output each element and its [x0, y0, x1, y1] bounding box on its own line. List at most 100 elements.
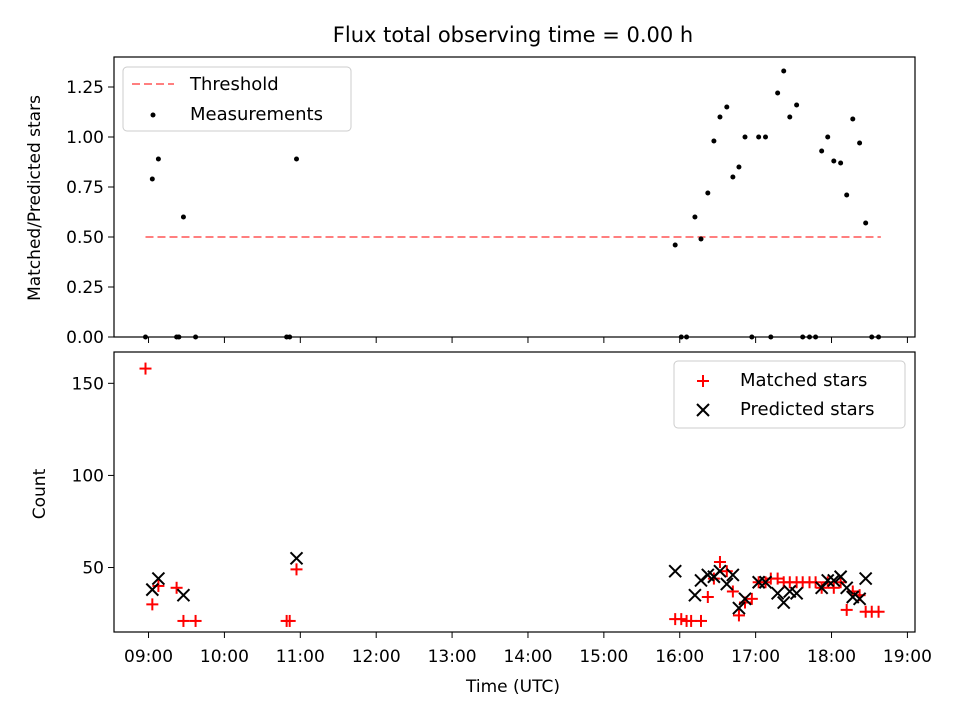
measurement-point: [863, 220, 869, 226]
matched-star-marker: [745, 592, 758, 605]
measurement-point: [844, 192, 850, 198]
bottom-ytick-label: 100: [72, 466, 104, 486]
top-ytick-label: 1.25: [66, 78, 104, 98]
measurement-point: [763, 134, 769, 140]
predicted-star-marker: [726, 568, 740, 582]
bottom-ytick-label: 50: [82, 559, 104, 579]
predicted-star-marker: [827, 573, 841, 588]
measurements-legend-marker: [150, 112, 156, 118]
top-legend: Threshold Measurements: [122, 66, 352, 132]
matched-star-marker: [170, 581, 183, 594]
matched-star-marker: [189, 614, 202, 627]
measurement-point: [819, 148, 825, 154]
top-legend-box: [122, 66, 352, 132]
measurement-point: [724, 104, 730, 110]
matched-star-marker: [701, 591, 714, 603]
top-ytick-label: 0.75: [66, 178, 104, 198]
matched-star-marker: [283, 614, 296, 627]
top-title: Flux total observing time = 0.00 h: [333, 23, 693, 47]
matched-star-marker: [846, 585, 859, 598]
measurement-point: [155, 156, 161, 162]
matched-star-marker: [177, 614, 190, 627]
bottom-xtick-label: 15:00: [579, 647, 628, 667]
bottom-xtick-label: 14:00: [503, 647, 552, 667]
matched-star-marker: [675, 613, 688, 626]
predicted-star-marker: [713, 564, 727, 578]
top-ytick-label: 0.50: [66, 228, 104, 248]
predicted-star-marker: [738, 592, 752, 606]
matched-star-marker: [152, 579, 165, 592]
predicted-legend-marker: [696, 403, 710, 417]
bottom-ytick-label: 150: [72, 374, 104, 394]
measurement-point: [775, 90, 781, 96]
bottom-xtick-label: 16:00: [655, 647, 704, 667]
legend-predicted-label: Predicted stars: [740, 399, 874, 420]
bottom-xtick-label: 10:00: [200, 647, 249, 667]
bottom-ylabel: Count: [30, 468, 50, 519]
predicted-star-marker: [720, 577, 734, 591]
matched-star-marker: [732, 609, 745, 622]
bottom-legend: Matched stars Predicted stars: [673, 360, 906, 429]
predicted-star-marker: [688, 588, 702, 602]
legend-measurements-label: Measurements: [190, 104, 323, 125]
measurement-point: [698, 236, 704, 242]
measurement-point: [825, 134, 831, 140]
predicted-star-marker: [732, 601, 746, 615]
measurement-point: [781, 68, 787, 74]
predicted-star-marker: [176, 588, 191, 602]
top-ytick-label: 1.00: [66, 128, 104, 148]
measurement-point: [717, 114, 723, 120]
matched-star-marker: [872, 605, 885, 618]
matched-star-marker: [146, 598, 159, 611]
legend-threshold-label: Threshold: [189, 74, 279, 95]
predicted-star-marker: [777, 595, 791, 610]
matched-star-marker: [771, 572, 784, 585]
predicted-star-marker: [858, 571, 873, 586]
predicted-star-marker: [833, 570, 848, 584]
bottom-xtick-label: 11:00: [276, 647, 325, 667]
measurement-point: [831, 158, 837, 164]
bottom-xtick-label: 19:00: [883, 647, 932, 667]
legend-matched-label: Matched stars: [740, 370, 867, 391]
matched-star-marker: [713, 556, 726, 568]
bottom-xlabel: Time (UTC): [465, 677, 560, 697]
measurement-point: [692, 214, 698, 220]
measurement-point: [850, 116, 856, 122]
matched-star-marker: [139, 362, 152, 375]
matched-star-marker: [726, 585, 739, 598]
measurement-point: [838, 160, 844, 166]
matched-star-marker: [827, 581, 840, 594]
bottom-xtick-label: 17:00: [731, 647, 780, 667]
top-ytick-label: 0.25: [66, 278, 104, 298]
measurement-point: [672, 242, 678, 248]
measurement-point: [742, 134, 748, 140]
predicted-star-marker: [852, 592, 867, 606]
predicted-star-marker: [789, 586, 804, 601]
predicted-star-marker: [821, 573, 835, 588]
matched-star-marker: [707, 572, 720, 585]
top-axes-frame: [113, 56, 916, 338]
measurement-point: [180, 214, 186, 220]
top-ytick-label: 0.00: [66, 328, 104, 348]
bottom-xtick-label: 18:00: [807, 647, 856, 667]
matched-star-marker: [840, 603, 853, 616]
measurement-point: [294, 156, 300, 162]
bottom-xtick-label: 12:00: [352, 647, 401, 667]
matched-star-marker: [720, 565, 733, 578]
measurement-point: [787, 114, 793, 120]
predicted-star-marker: [145, 582, 160, 597]
bottom-panel: Count Time (UTC) 50 100 150 09:00 10:00 11:00…: [30, 351, 932, 697]
bottom-xtick-label: 09:00: [124, 647, 173, 667]
measurement-point: [857, 140, 863, 146]
top-ylabel: Matched/Predicted stars: [25, 95, 45, 301]
predicted-star-marker: [770, 586, 785, 601]
measurement-point: [736, 164, 742, 170]
predicted-star-marker: [151, 571, 166, 586]
measurement-point: [794, 102, 800, 108]
measurement-point: [711, 138, 717, 144]
bottom-xtick-label: 13:00: [428, 647, 477, 667]
measurement-point: [705, 190, 711, 196]
predicted-star-marker: [289, 551, 304, 566]
bottom-legend-box: [673, 360, 906, 429]
